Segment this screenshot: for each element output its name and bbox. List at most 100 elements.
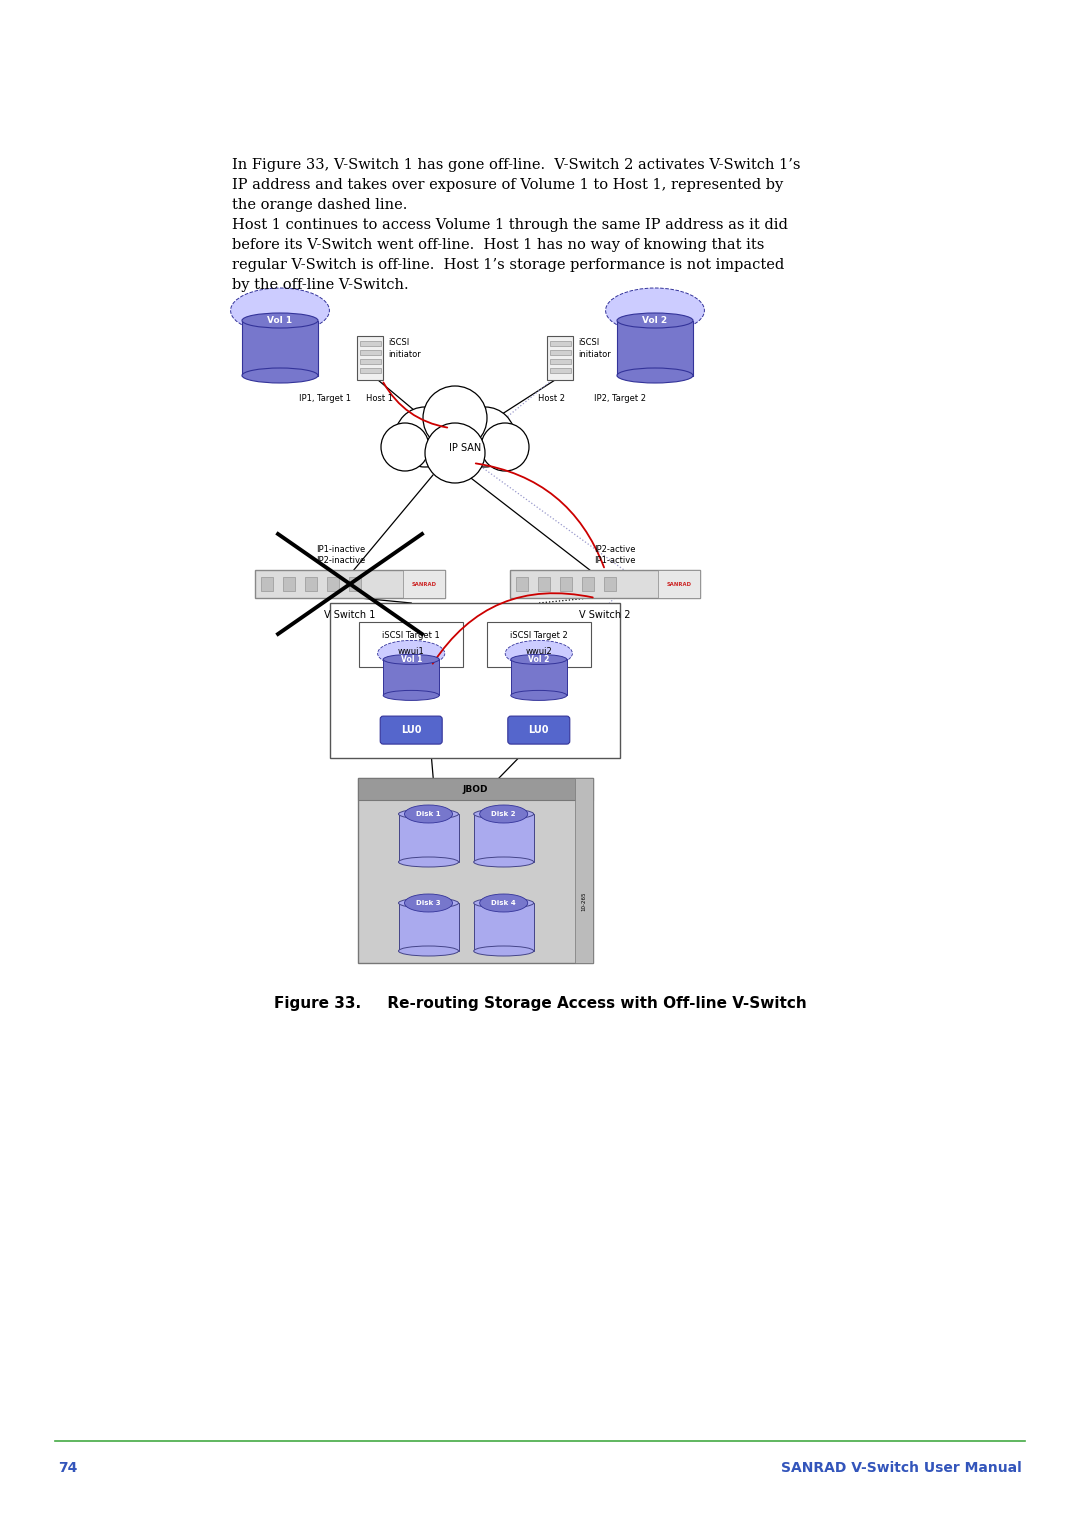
Bar xyxy=(360,359,380,364)
Bar xyxy=(357,336,383,380)
Text: V Switch 2: V Switch 2 xyxy=(579,610,631,620)
Ellipse shape xyxy=(383,691,440,700)
Bar xyxy=(617,321,693,376)
Circle shape xyxy=(455,406,515,468)
Text: IP1-inactive
IP2-inactive: IP1-inactive IP2-inactive xyxy=(315,545,365,565)
Text: Disk 3: Disk 3 xyxy=(416,900,441,906)
Bar xyxy=(357,778,593,801)
Circle shape xyxy=(426,423,485,483)
Ellipse shape xyxy=(474,808,534,819)
Bar xyxy=(582,578,594,590)
Bar xyxy=(510,570,700,597)
Bar xyxy=(487,622,591,668)
Ellipse shape xyxy=(474,857,534,866)
Bar xyxy=(575,778,593,963)
Ellipse shape xyxy=(617,368,693,384)
Ellipse shape xyxy=(383,654,440,665)
Text: wwui2: wwui2 xyxy=(526,646,552,656)
Text: Disk 2: Disk 2 xyxy=(491,811,516,817)
Text: LU0: LU0 xyxy=(401,726,421,735)
Bar xyxy=(360,622,463,668)
Text: Host 1: Host 1 xyxy=(366,394,393,403)
Text: iSCSI Target 2: iSCSI Target 2 xyxy=(510,631,568,640)
Bar xyxy=(399,814,459,862)
Text: V Switch 1: V Switch 1 xyxy=(324,610,376,620)
Ellipse shape xyxy=(505,640,572,666)
Bar xyxy=(242,321,318,376)
Text: JBOD: JBOD xyxy=(462,784,488,793)
Ellipse shape xyxy=(242,313,318,329)
FancyArrowPatch shape xyxy=(383,382,447,428)
Bar xyxy=(511,660,567,695)
Text: Vol 2: Vol 2 xyxy=(643,316,667,325)
Ellipse shape xyxy=(405,894,453,912)
Text: wwui1: wwui1 xyxy=(397,646,424,656)
Ellipse shape xyxy=(480,894,528,912)
Text: IP1, Target 1: IP1, Target 1 xyxy=(299,394,351,403)
Bar xyxy=(383,660,440,695)
Text: IP2-active
IP1-active: IP2-active IP1-active xyxy=(594,545,635,565)
Text: Disk 1: Disk 1 xyxy=(416,811,441,817)
Text: initiator: initiator xyxy=(388,350,421,359)
Bar xyxy=(261,578,273,590)
Bar xyxy=(474,814,534,862)
Text: initiator: initiator xyxy=(578,350,611,359)
Text: Disk 4: Disk 4 xyxy=(491,900,516,906)
Text: In Figure 33, V-Switch 1 has gone off-line.  V-Switch 2 activates V-Switch 1’s
I: In Figure 33, V-Switch 1 has gone off-li… xyxy=(232,157,800,212)
Text: IP2, Target 2: IP2, Target 2 xyxy=(594,394,646,403)
Bar xyxy=(546,336,573,380)
Bar xyxy=(658,570,700,597)
Ellipse shape xyxy=(606,287,704,333)
Circle shape xyxy=(423,387,487,451)
Ellipse shape xyxy=(378,640,445,666)
Text: 10-265: 10-265 xyxy=(581,891,586,911)
Text: SANRAD: SANRAD xyxy=(666,582,691,587)
Bar xyxy=(604,578,616,590)
Ellipse shape xyxy=(511,691,567,700)
FancyBboxPatch shape xyxy=(380,717,442,744)
Text: iSCSI: iSCSI xyxy=(578,338,599,347)
Bar xyxy=(360,368,380,373)
Bar xyxy=(550,368,570,373)
Ellipse shape xyxy=(474,946,534,957)
FancyArrowPatch shape xyxy=(433,593,593,663)
Text: 74: 74 xyxy=(58,1461,78,1475)
Text: Host 2: Host 2 xyxy=(539,394,566,403)
Text: iSCSI Target 1: iSCSI Target 1 xyxy=(382,631,440,640)
Ellipse shape xyxy=(399,946,459,957)
Bar xyxy=(561,578,572,590)
Bar xyxy=(403,570,445,597)
Ellipse shape xyxy=(399,898,459,908)
FancyArrowPatch shape xyxy=(476,463,604,567)
Bar xyxy=(550,350,570,354)
Text: IP SAN: IP SAN xyxy=(449,443,481,452)
Bar xyxy=(305,578,318,590)
Ellipse shape xyxy=(242,368,318,384)
Text: Vol 2: Vol 2 xyxy=(528,656,550,663)
Bar xyxy=(550,359,570,364)
Bar xyxy=(327,578,339,590)
Bar xyxy=(474,903,534,950)
Bar xyxy=(550,341,570,345)
Text: Host 1 continues to access Volume 1 through the same IP address as it did
before: Host 1 continues to access Volume 1 thro… xyxy=(232,219,788,292)
Text: LU0: LU0 xyxy=(528,726,549,735)
Text: iSCSI: iSCSI xyxy=(388,338,409,347)
Ellipse shape xyxy=(474,898,534,908)
Ellipse shape xyxy=(617,313,693,329)
Bar xyxy=(538,578,550,590)
Ellipse shape xyxy=(231,287,329,333)
Bar xyxy=(360,350,380,354)
Ellipse shape xyxy=(399,808,459,819)
Bar xyxy=(330,604,620,758)
FancyBboxPatch shape xyxy=(508,717,570,744)
Bar xyxy=(255,570,445,597)
Text: Vol 1: Vol 1 xyxy=(268,316,293,325)
Bar xyxy=(357,778,593,963)
Ellipse shape xyxy=(480,805,528,824)
Text: SANRAD: SANRAD xyxy=(411,582,436,587)
Ellipse shape xyxy=(511,654,567,665)
Circle shape xyxy=(381,423,429,471)
Circle shape xyxy=(481,423,529,471)
Ellipse shape xyxy=(405,805,453,824)
Text: SANRAD V-Switch User Manual: SANRAD V-Switch User Manual xyxy=(781,1461,1022,1475)
